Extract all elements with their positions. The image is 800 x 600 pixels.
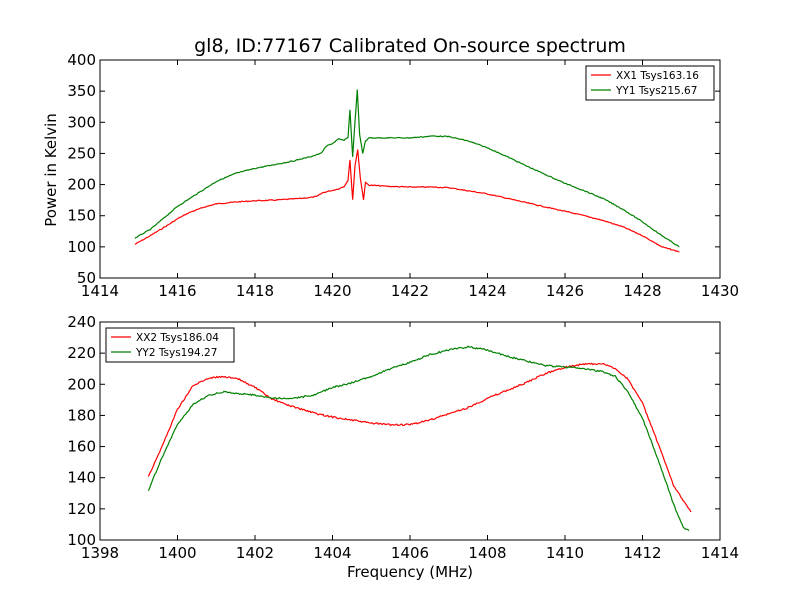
top-legend-label: YY1 Tsys215.67 [615,85,697,97]
top-y-tick-label: 50 [77,269,96,287]
bottom-legend-label: YY2 Tsys194.27 [135,347,217,359]
top-x-tick-label: 1418 [236,282,274,300]
bottom-y-tick-label: 120 [67,500,96,518]
top-y-tick-label: 200 [67,176,96,194]
bottom-x-tick-label: 1404 [313,544,351,562]
top-series-line-xx1 [134,149,680,253]
top-x-tick-label: 1420 [313,282,351,300]
bottom-y-tick-label: 220 [67,344,96,362]
bottom-legend-label: XX2 Tsys186.04 [136,332,219,344]
bottom-y-tick-label: 240 [67,313,96,331]
top-y-tick-label: 400 [67,51,96,69]
top-legend-box [585,65,715,101]
top-y-tick-label: 250 [67,144,96,162]
top-x-tick-label: 1430 [701,282,739,300]
top-x-tick-label: 1416 [158,282,196,300]
top-series-line-yy1 [134,89,680,248]
bottom-x-axis-label: Frequency (MHz) [347,563,473,581]
chart-title: gl8, ID:77167 Calibrated On-source spect… [194,35,626,57]
top-y-axis-label: Power in Kelvin [42,113,60,227]
bottom-y-tick-label: 180 [67,406,96,424]
bottom-legend: XX2 Tsys186.04 YY2 Tsys194.27 [105,327,235,363]
top-y-tick-label: 150 [67,207,96,225]
top-x-tick-label: 1426 [546,282,584,300]
top-y-tick-label: 100 [67,238,96,256]
top-x-tick-label: 1414 [81,282,119,300]
top-x-tick-label: 1428 [623,282,661,300]
bottom-y-tick-label: 200 [67,375,96,393]
bottom-x-tick-label: 1410 [546,544,584,562]
bottom-y-tick-label: 100 [67,531,96,549]
bottom-x-tick-label: 1402 [236,544,274,562]
bottom-y-tick-label: 140 [67,469,96,487]
bottom-legend-box [105,327,235,363]
top-x-tick-label: 1422 [391,282,429,300]
bottom-y-tick-label: 160 [67,438,96,456]
bottom-series-line-xx2 [147,362,692,513]
bottom-x-tick-label: 1412 [623,544,661,562]
bottom-x-tick-label: 1398 [81,544,119,562]
bottom-plot: 1398 1400 1402 1404 1406 1408 1410 1412 1414 100 1… [67,313,739,562]
top-legend-label: XX1 Tsys163.16 [616,70,699,82]
bottom-series-line-yy2 [147,345,690,532]
top-plot: 1414 1416 1418 1420 1422 1424 1426 1428 1430 50 10… [67,51,739,300]
bottom-x-tick-label: 1414 [701,544,739,562]
bottom-x-tick-label: 1400 [158,544,196,562]
top-y-tick-label: 350 [67,82,96,100]
top-x-tick-label: 1424 [468,282,506,300]
bottom-x-tick-label: 1406 [391,544,429,562]
top-y-tick-label: 300 [67,113,96,131]
bottom-x-tick-label: 1408 [468,544,506,562]
top-legend: XX1 Tsys163.16 YY1 Tsys215.67 [585,65,715,101]
